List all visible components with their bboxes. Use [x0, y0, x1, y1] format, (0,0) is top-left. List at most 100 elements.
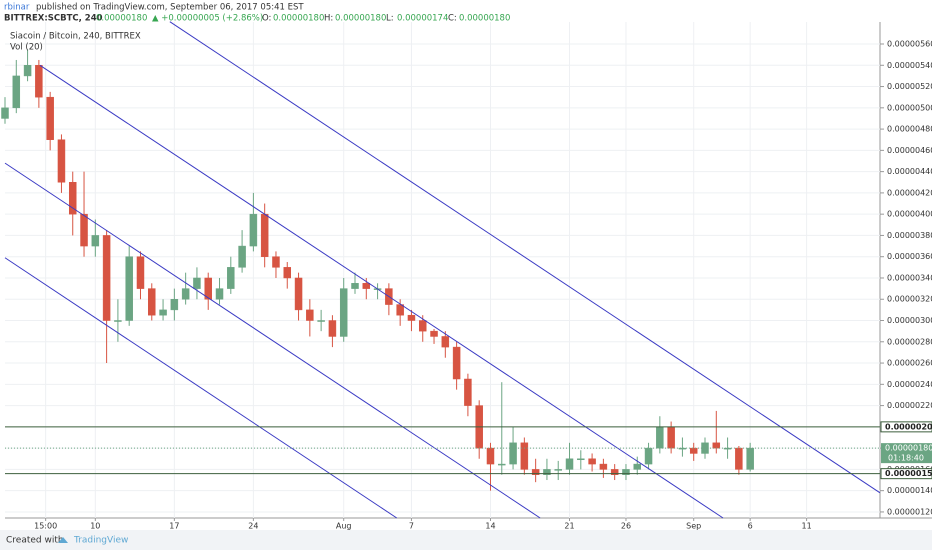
trend-line — [4, 162, 541, 519]
x-tick-label: 14 — [485, 522, 495, 531]
candle-body — [498, 463, 506, 466]
candle-body — [148, 288, 156, 316]
x-tick-label: 17 — [169, 522, 179, 531]
footer-logo — [58, 537, 68, 543]
candle-body — [362, 283, 371, 289]
candle-body — [712, 442, 721, 449]
y-tick-label: 0.00000400 — [887, 210, 932, 219]
candle-body — [588, 458, 596, 465]
candle-body — [193, 277, 201, 289]
candle-body — [610, 469, 619, 475]
candle-body — [136, 256, 145, 289]
y-tick-label: 0.00000420 — [887, 188, 932, 197]
x-tick-label: 15:00 — [34, 522, 57, 531]
x-tick-label: 6 — [748, 522, 753, 531]
candle-body — [46, 96, 54, 140]
countdown: 01:18:40 — [888, 454, 924, 463]
y-tick-label: 0.00000220 — [887, 401, 932, 410]
y-tick-label: 0.00000320 — [887, 295, 932, 304]
candle-body — [599, 463, 608, 470]
candle-body — [238, 245, 246, 268]
candle-body — [565, 458, 574, 470]
change: ▲ +0.00000005 (+2.86%) — [152, 14, 263, 24]
candle-body — [68, 182, 77, 215]
candle-body — [249, 213, 258, 247]
candle-body — [351, 283, 359, 289]
candle-body — [509, 442, 517, 465]
x-tick-label: 7 — [409, 522, 414, 531]
y-tick-label: 0.00000540 — [887, 61, 932, 70]
last-price-tag — [881, 443, 932, 464]
author[interactable]: rbinar — [4, 3, 30, 13]
candle-body — [102, 235, 111, 321]
ohlc-value: 0.00000180 — [273, 14, 324, 24]
price: 0.00000180 — [96, 14, 147, 24]
candle-body — [91, 235, 100, 247]
candle-body — [181, 288, 190, 300]
candle-body — [464, 378, 472, 406]
footer-created: Created with — [6, 536, 64, 546]
ohlc-key: O: — [262, 14, 271, 24]
candle-body — [260, 213, 269, 257]
y-tick-label: 0.00000560 — [887, 40, 932, 49]
x-tick-label: 10 — [90, 522, 100, 531]
y-tick-label: 0.00000360 — [887, 252, 932, 261]
candle-body — [125, 256, 133, 321]
candle-body — [159, 309, 167, 316]
x-tick-label: 21 — [564, 522, 574, 531]
candle-body — [689, 447, 698, 454]
y-tick-label: 0.00000520 — [887, 82, 932, 91]
y-tick-label: 0.00000300 — [887, 316, 932, 325]
candle-body — [430, 330, 438, 337]
ohlc-key: L: — [386, 14, 394, 24]
candle-body — [452, 346, 461, 380]
ohlc-value: 0.00000174 — [397, 14, 448, 24]
candle-body — [644, 447, 653, 465]
legend-symbol: Siacoin / Bitcoin, 240, BITTREX — [10, 32, 141, 42]
candle-body — [678, 447, 687, 450]
level-tag — [880, 468, 932, 480]
x-tick-label: 24 — [248, 522, 258, 531]
ohlc-value: 0.00000180 — [459, 14, 510, 24]
last-price-label: 0.00000180 — [885, 444, 932, 453]
candle-body — [554, 469, 562, 471]
ohlc-key: H: — [324, 14, 333, 24]
y-tick-label: 0.00000280 — [887, 337, 932, 346]
trend-line — [39, 64, 724, 519]
candle-body — [57, 139, 66, 183]
y-tick-label: 0.00000480 — [887, 125, 932, 134]
ohlc-value: 0.00000180 — [335, 14, 386, 24]
candle-body — [667, 426, 675, 449]
y-tick-label: 0.00000460 — [887, 146, 932, 155]
candle-body — [23, 65, 32, 77]
footer-brand[interactable]: TradingView — [73, 536, 128, 546]
candle-body — [543, 469, 551, 475]
candle-body — [656, 426, 664, 449]
y-tick-label: 0.00000380 — [887, 231, 932, 240]
candle-body — [215, 288, 224, 300]
candle-body — [272, 256, 280, 268]
trend-line — [169, 21, 881, 494]
candle-body — [114, 320, 122, 322]
y-tick-label: 0.00000440 — [887, 167, 932, 176]
y-tick-label: 0.00000240 — [887, 380, 932, 389]
candle-body — [170, 298, 179, 311]
level-label: 0.00000156 — [885, 469, 932, 478]
candle-body — [520, 442, 529, 470]
candle-body — [227, 267, 235, 289]
legend-volume: Vol (20) — [10, 43, 43, 53]
candle-body — [735, 447, 743, 470]
candle-body — [294, 277, 303, 311]
x-tick-label: Aug — [336, 522, 352, 531]
candle-body — [306, 309, 314, 321]
candle-body — [1, 107, 9, 119]
candle-body — [317, 320, 325, 322]
candle-body — [407, 314, 416, 321]
candle-body — [577, 458, 585, 461]
published: published on TradingView.com, September … — [36, 3, 304, 13]
candle-body — [622, 469, 630, 475]
candle-body — [633, 463, 642, 470]
